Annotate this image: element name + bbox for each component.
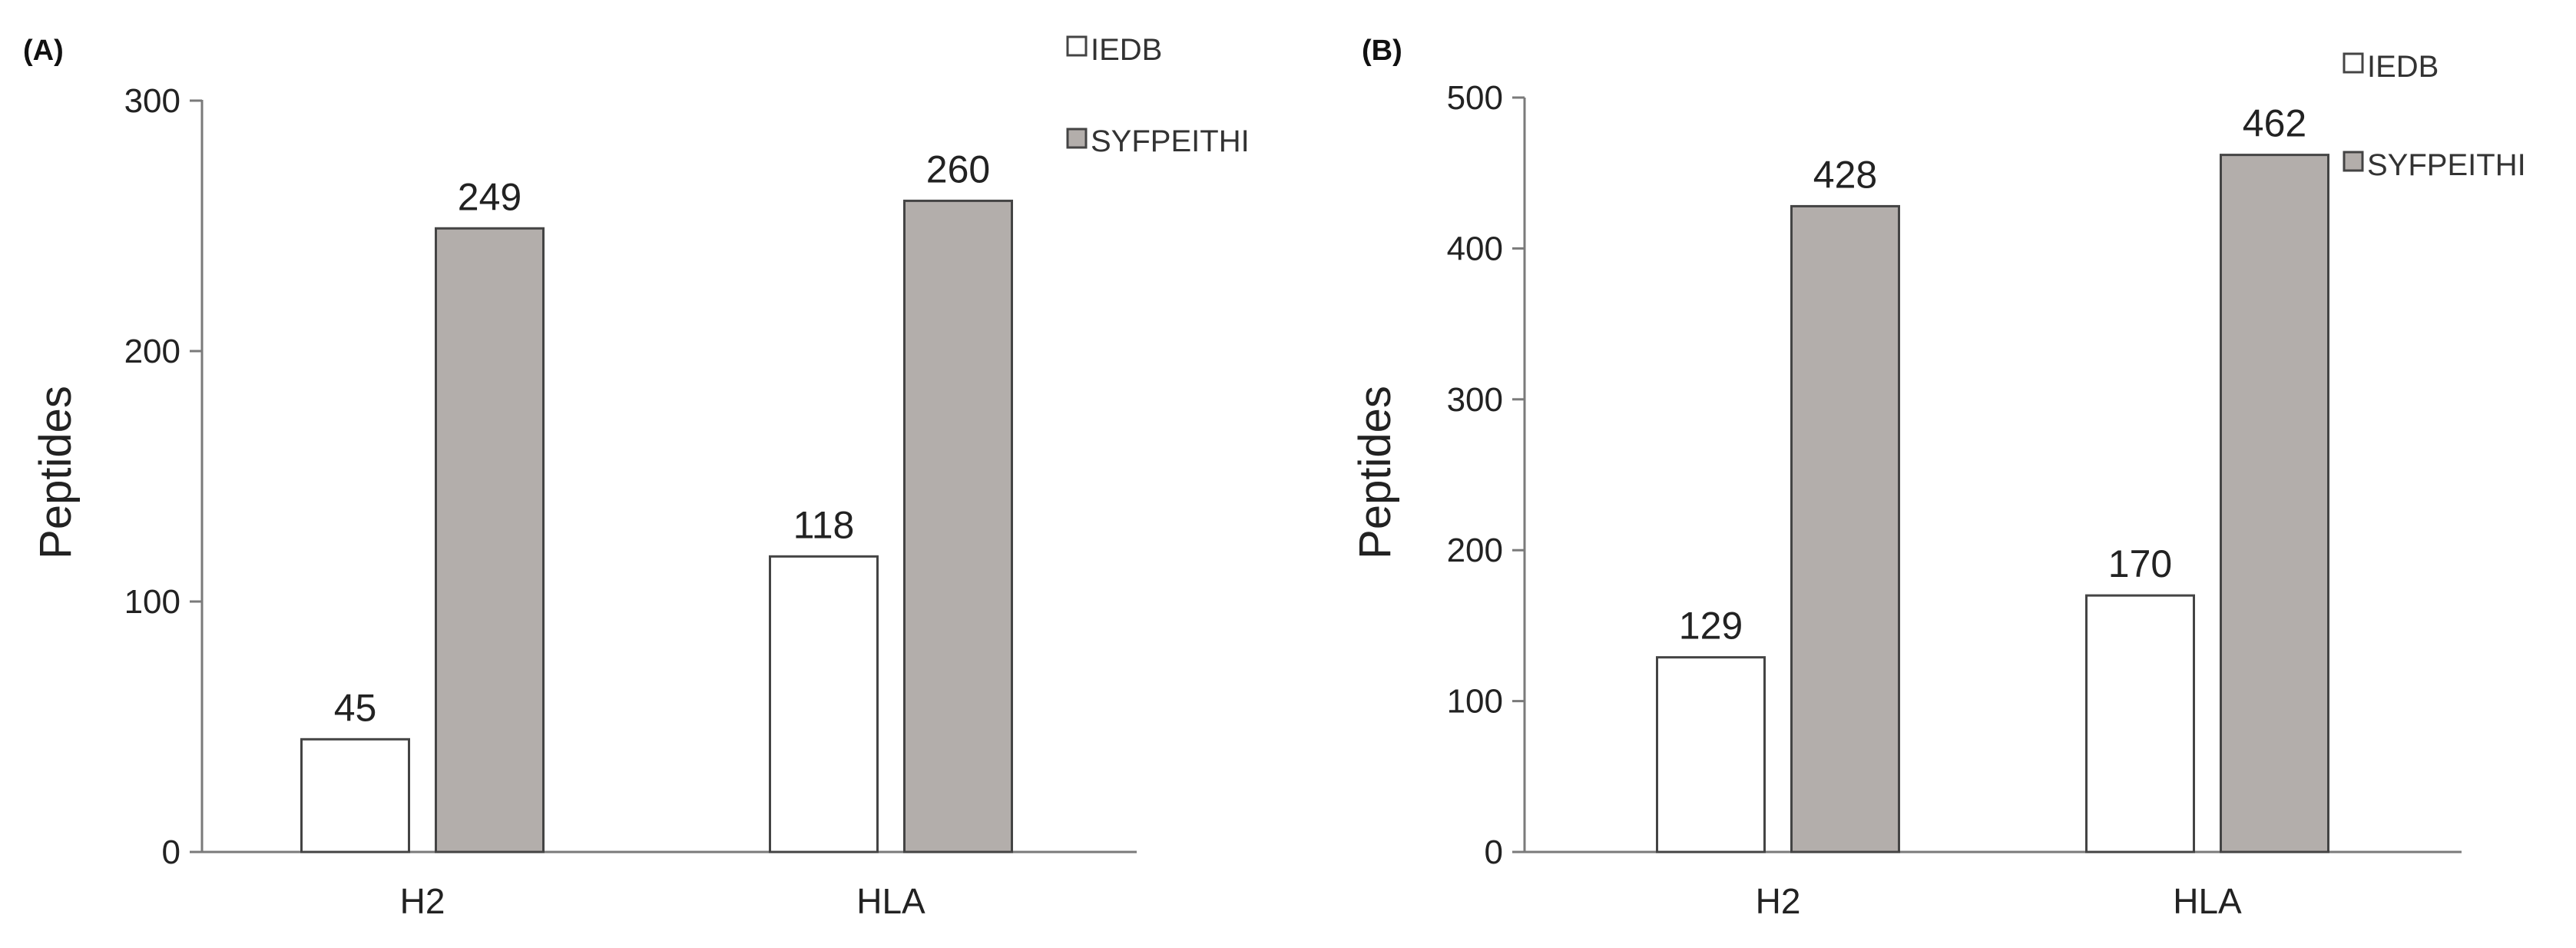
legend-label-iedb: IEDB [2367,50,2439,84]
panel-label: (B) [1362,35,1402,67]
y-tick-label: 500 [1447,79,1503,117]
legend-swatch-syfpeithi [2343,151,2364,172]
x-axis-categories: H2 HLA [1756,881,2242,921]
data-label-iedb-h2: 129 [1679,605,1743,648]
y-tick-label: 200 [124,333,180,370]
legend-swatch-iedb [2343,52,2364,74]
bars: 129 428 170 462 [1656,102,2329,854]
x-category-label: HLA [2173,881,2242,921]
y-axis-label: Peptides [1350,386,1400,559]
bar-iedb-h2 [300,738,410,854]
y-tick-label: 100 [1447,683,1503,721]
bars: 45 249 118 260 [300,148,1013,854]
data-label-syfpeithi-hla: 462 [2243,102,2306,145]
chart-panel-b: (B) Peptides 0 100 200 300 400 500 129 428 170 4… [1350,35,2526,921]
y-axis-ticks: 0 100 200 300 400 500 [1447,79,1525,871]
y-axis-ticks: 0 100 200 300 [124,82,202,871]
panel-label: (A) [23,35,64,67]
legend: IEDB SYFPEITHI [1066,33,1250,158]
bar-iedb-hla [769,555,879,854]
y-tick-label: 100 [124,583,180,621]
bar-syfpeithi-h2 [1790,204,1900,854]
data-label-iedb-hla: 170 [2108,542,2172,585]
y-axis-label: Peptides [31,386,81,559]
bar-syfpeithi-hla [903,199,1013,854]
legend-swatch-syfpeithi [1066,128,1088,149]
data-label-syfpeithi-h2: 428 [1813,153,1877,196]
legend-label-syfpeithi: SYFPEITHI [1091,124,1250,158]
legend-swatch-iedb [1066,35,1088,57]
legend: IEDB SYFPEITHI [2343,50,2526,182]
legend-label-syfpeithi: SYFPEITHI [2367,148,2526,182]
data-label-syfpeithi-h2: 249 [458,175,521,218]
bar-iedb-hla [2085,594,2195,854]
x-axis-categories: H2 HLA [400,881,925,921]
legend-label-iedb: IEDB [1091,33,1162,67]
bar-syfpeithi-hla [2220,154,2329,854]
y-tick-label: 300 [124,82,180,120]
x-category-label: H2 [400,881,445,921]
data-label-iedb-hla: 118 [793,503,855,546]
x-category-label: H2 [1756,881,1801,921]
bar-iedb-h2 [1656,656,1766,854]
y-tick-label: 400 [1447,230,1503,267]
chart-panel-a: (A) Peptides 0 100 200 300 45 249 118 260 H2 HL… [23,33,1250,921]
data-label-iedb-h2: 45 [334,686,377,729]
y-tick-label: 200 [1447,532,1503,569]
x-category-label: HLA [856,881,925,921]
data-label-syfpeithi-hla: 260 [926,148,990,191]
bar-syfpeithi-h2 [435,227,545,854]
y-tick-label: 0 [162,834,180,871]
y-tick-label: 0 [1485,834,1503,871]
y-tick-label: 300 [1447,381,1503,419]
